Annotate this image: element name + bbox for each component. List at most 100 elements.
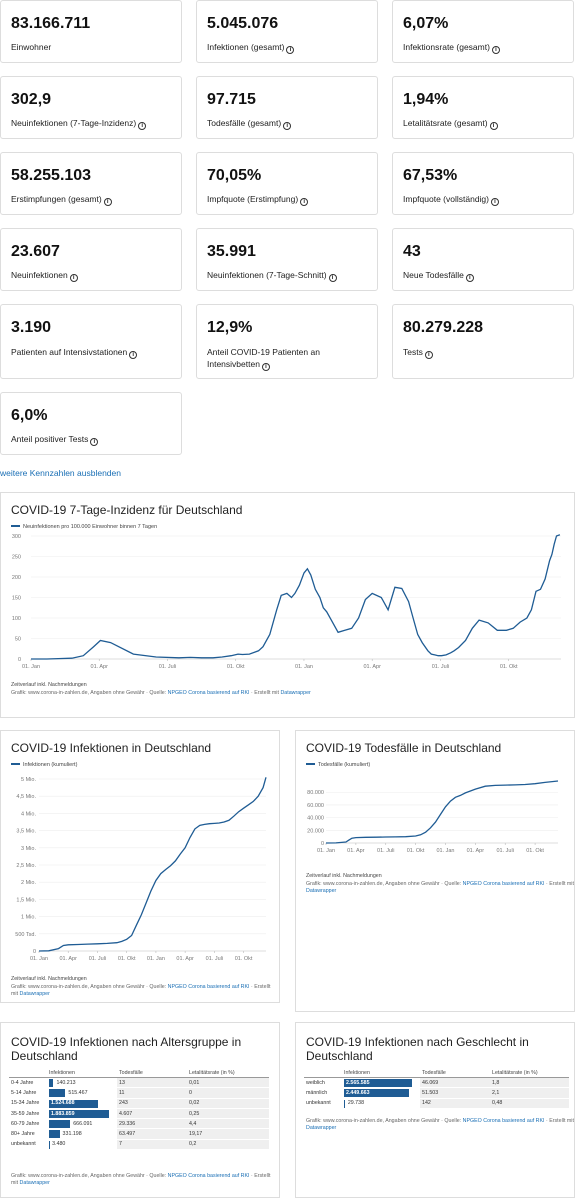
stat-value: 67,53% [403,167,458,184]
stat-card: 6,07% Infektionsrate (gesamt) i [392,0,574,63]
datawrapper-link[interactable]: Datawrapper [306,888,337,894]
source-text: Grafik: www.corona-in-zahlen.de, Angaben… [306,1118,462,1124]
table-row: 0-4 Jahre 140.213 13 0,01 [9,1077,269,1089]
chart-note: Zeitverlauf inkl. Nachmeldungen [11,976,87,982]
table-row: männlich 2.449.663 51.503 2,1 [304,1087,569,1099]
info-icon[interactable]: i [328,274,337,282]
y-tick-label: 0 [18,657,21,663]
x-tick-label: 01. Okt [118,956,136,962]
source-link[interactable]: NPGEO Corona basierend auf RKI [167,984,250,990]
info-icon[interactable]: i [424,351,433,359]
x-tick-label: 01. Juli [206,956,223,962]
stat-value: 302,9 [11,91,52,108]
source-link[interactable]: NPGEO Corona basierend auf RKI [167,1173,250,1179]
rate-cell: 0,2 [187,1139,269,1151]
datawrapper-link[interactable]: Datawrapper [19,991,50,997]
toggle-more-stats-link[interactable]: weitere Kennzahlen ausblenden [0,468,121,478]
chart-legend: Infektionen (kumuliert) [11,762,77,768]
chart-note: Zeitverlauf inkl. Nachmeldungen [11,682,87,688]
y-tick-label: 3 Mio. [21,846,36,852]
stat-card: 35.991 Neuinfektionen (7-Tage-Schnitt) i [196,228,378,291]
datawrapper-link[interactable]: Datawrapper [280,690,311,696]
chart-source: Grafik: www.corona-in-zahlen.de, Angaben… [306,881,574,895]
info-icon[interactable]: i [283,122,292,130]
infections-bar [49,1099,98,1108]
stat-label: Infektionsrate (gesamt) i [403,41,563,54]
info-icon[interactable]: i [491,198,499,206]
y-tick-label: 1 Mio. [21,915,36,921]
y-tick-label: 50 [15,637,21,643]
stat-label: Todesfälle (gesamt) i [207,117,367,130]
column-header: Letalitätsrate (in %) [490,1069,569,1078]
rate-cell: 1,8 [490,1077,569,1089]
info-icon[interactable]: i [491,46,500,54]
stat-label: Neuinfektionen (7-Tage-Schnitt) i [207,269,367,282]
datawrapper-link[interactable]: Datawrapper [306,1125,337,1131]
info-icon[interactable]: i [129,351,138,359]
stat-label-text: Neue Todesfälle [403,270,464,280]
stat-label: Anteil COVID-19 Patienten an Intensivbet… [207,346,367,371]
info-icon[interactable]: i [138,122,147,130]
table-row: 15-34 Jahre 1.524.688 243 0,02 [9,1098,269,1109]
group-cell: 5-14 Jahre [9,1087,47,1099]
table-title: COVID-19 Infektionen nach Geschlecht in … [306,1035,529,1063]
info-icon[interactable]: i [465,274,474,282]
created-with-text: · Erstellt mit [546,881,574,887]
infections-cell: 3.480 [47,1139,117,1151]
group-cell: weiblich [304,1077,342,1089]
chart-source: Grafik: www.corona-in-zahlen.de, Angaben… [306,1118,574,1132]
x-tick-label: 01. Apr [467,848,485,854]
infections-bar [49,1089,66,1098]
table-row: weiblich 2.565.585 46.069 1,8 [304,1077,569,1089]
infections-value: 3.480 [52,1141,66,1148]
rate-cell: 0,25 [187,1108,269,1120]
x-tick-label: 01. Jan [317,848,335,854]
x-tick-label: 01. Juli [377,848,394,854]
source-link[interactable]: NPGEO Corona basierend auf RKI [462,881,545,887]
stat-value: 35.991 [207,243,256,260]
x-tick-label: 01. Okt [500,664,518,670]
stat-value: 6,0% [11,407,48,424]
age-table-card: COVID-19 Infektionen nach Altersgruppe i… [0,1022,280,1198]
stat-card: 80.279.228 Tests i [392,304,574,379]
info-icon[interactable]: i [90,438,99,446]
info-icon[interactable]: i [300,198,309,206]
stat-label: Neuinfektionen (7-Tage-Inzidenz) i [11,117,171,130]
infections-cell: 2.565.585 [342,1077,420,1089]
stat-label: Einwohner [11,41,171,53]
stat-label: Letalitätsrate (gesamt) i [403,117,563,130]
info-icon[interactable]: i [286,46,295,54]
y-tick-label: 100 [12,616,21,622]
x-tick-label: 01. Juli [159,664,176,670]
rate-cell: 0,02 [187,1098,269,1109]
chart-note: Zeitverlauf inkl. Nachmeldungen [306,873,382,879]
source-link[interactable]: NPGEO Corona basierend auf RKI [462,1118,545,1124]
column-header: Todesfälle [117,1069,187,1078]
stat-label: Neuinfektionen i [11,269,171,282]
info-icon[interactable]: i [489,122,498,130]
infections-value: 2.565.585 [346,1079,370,1086]
stat-label-text: Todesfälle (gesamt) [207,118,282,128]
stat-card: 3.190 Patienten auf Intensivstationen i [0,304,182,379]
chart-title: COVID-19 Todesfälle in Deutschland [306,741,502,755]
source-text: Grafik: www.corona-in-zahlen.de, Angaben… [11,984,167,990]
source-text: Grafik: www.corona-in-zahlen.de, Angaben… [306,881,462,887]
x-tick-label: 01. Okt [235,956,253,962]
table-row: unbekannt 29.738 142 0,48 [304,1098,569,1109]
legend-swatch [306,763,315,765]
stat-value: 80.279.228 [403,319,484,336]
info-icon[interactable]: i [103,198,112,206]
stat-card: 6,0% Anteil positiver Tests i [0,392,182,455]
chart-source: Grafik: www.corona-in-zahlen.de, Angaben… [11,984,276,998]
created-with-text: · Erstellt mit [546,1118,574,1124]
info-icon[interactable]: i [261,363,270,371]
rate-cell: 2,1 [490,1087,569,1099]
y-tick-label: 60.000 [307,803,324,809]
stat-value: 70,05% [207,167,262,184]
y-tick-label: 40.000 [307,816,324,822]
y-tick-label: 500 Tsd. [15,932,36,938]
info-icon[interactable]: i [69,274,78,282]
datawrapper-link[interactable]: Datawrapper [19,1180,50,1186]
source-link[interactable]: NPGEO Corona basierend auf RKI [167,690,250,696]
infections-bar [49,1120,71,1129]
